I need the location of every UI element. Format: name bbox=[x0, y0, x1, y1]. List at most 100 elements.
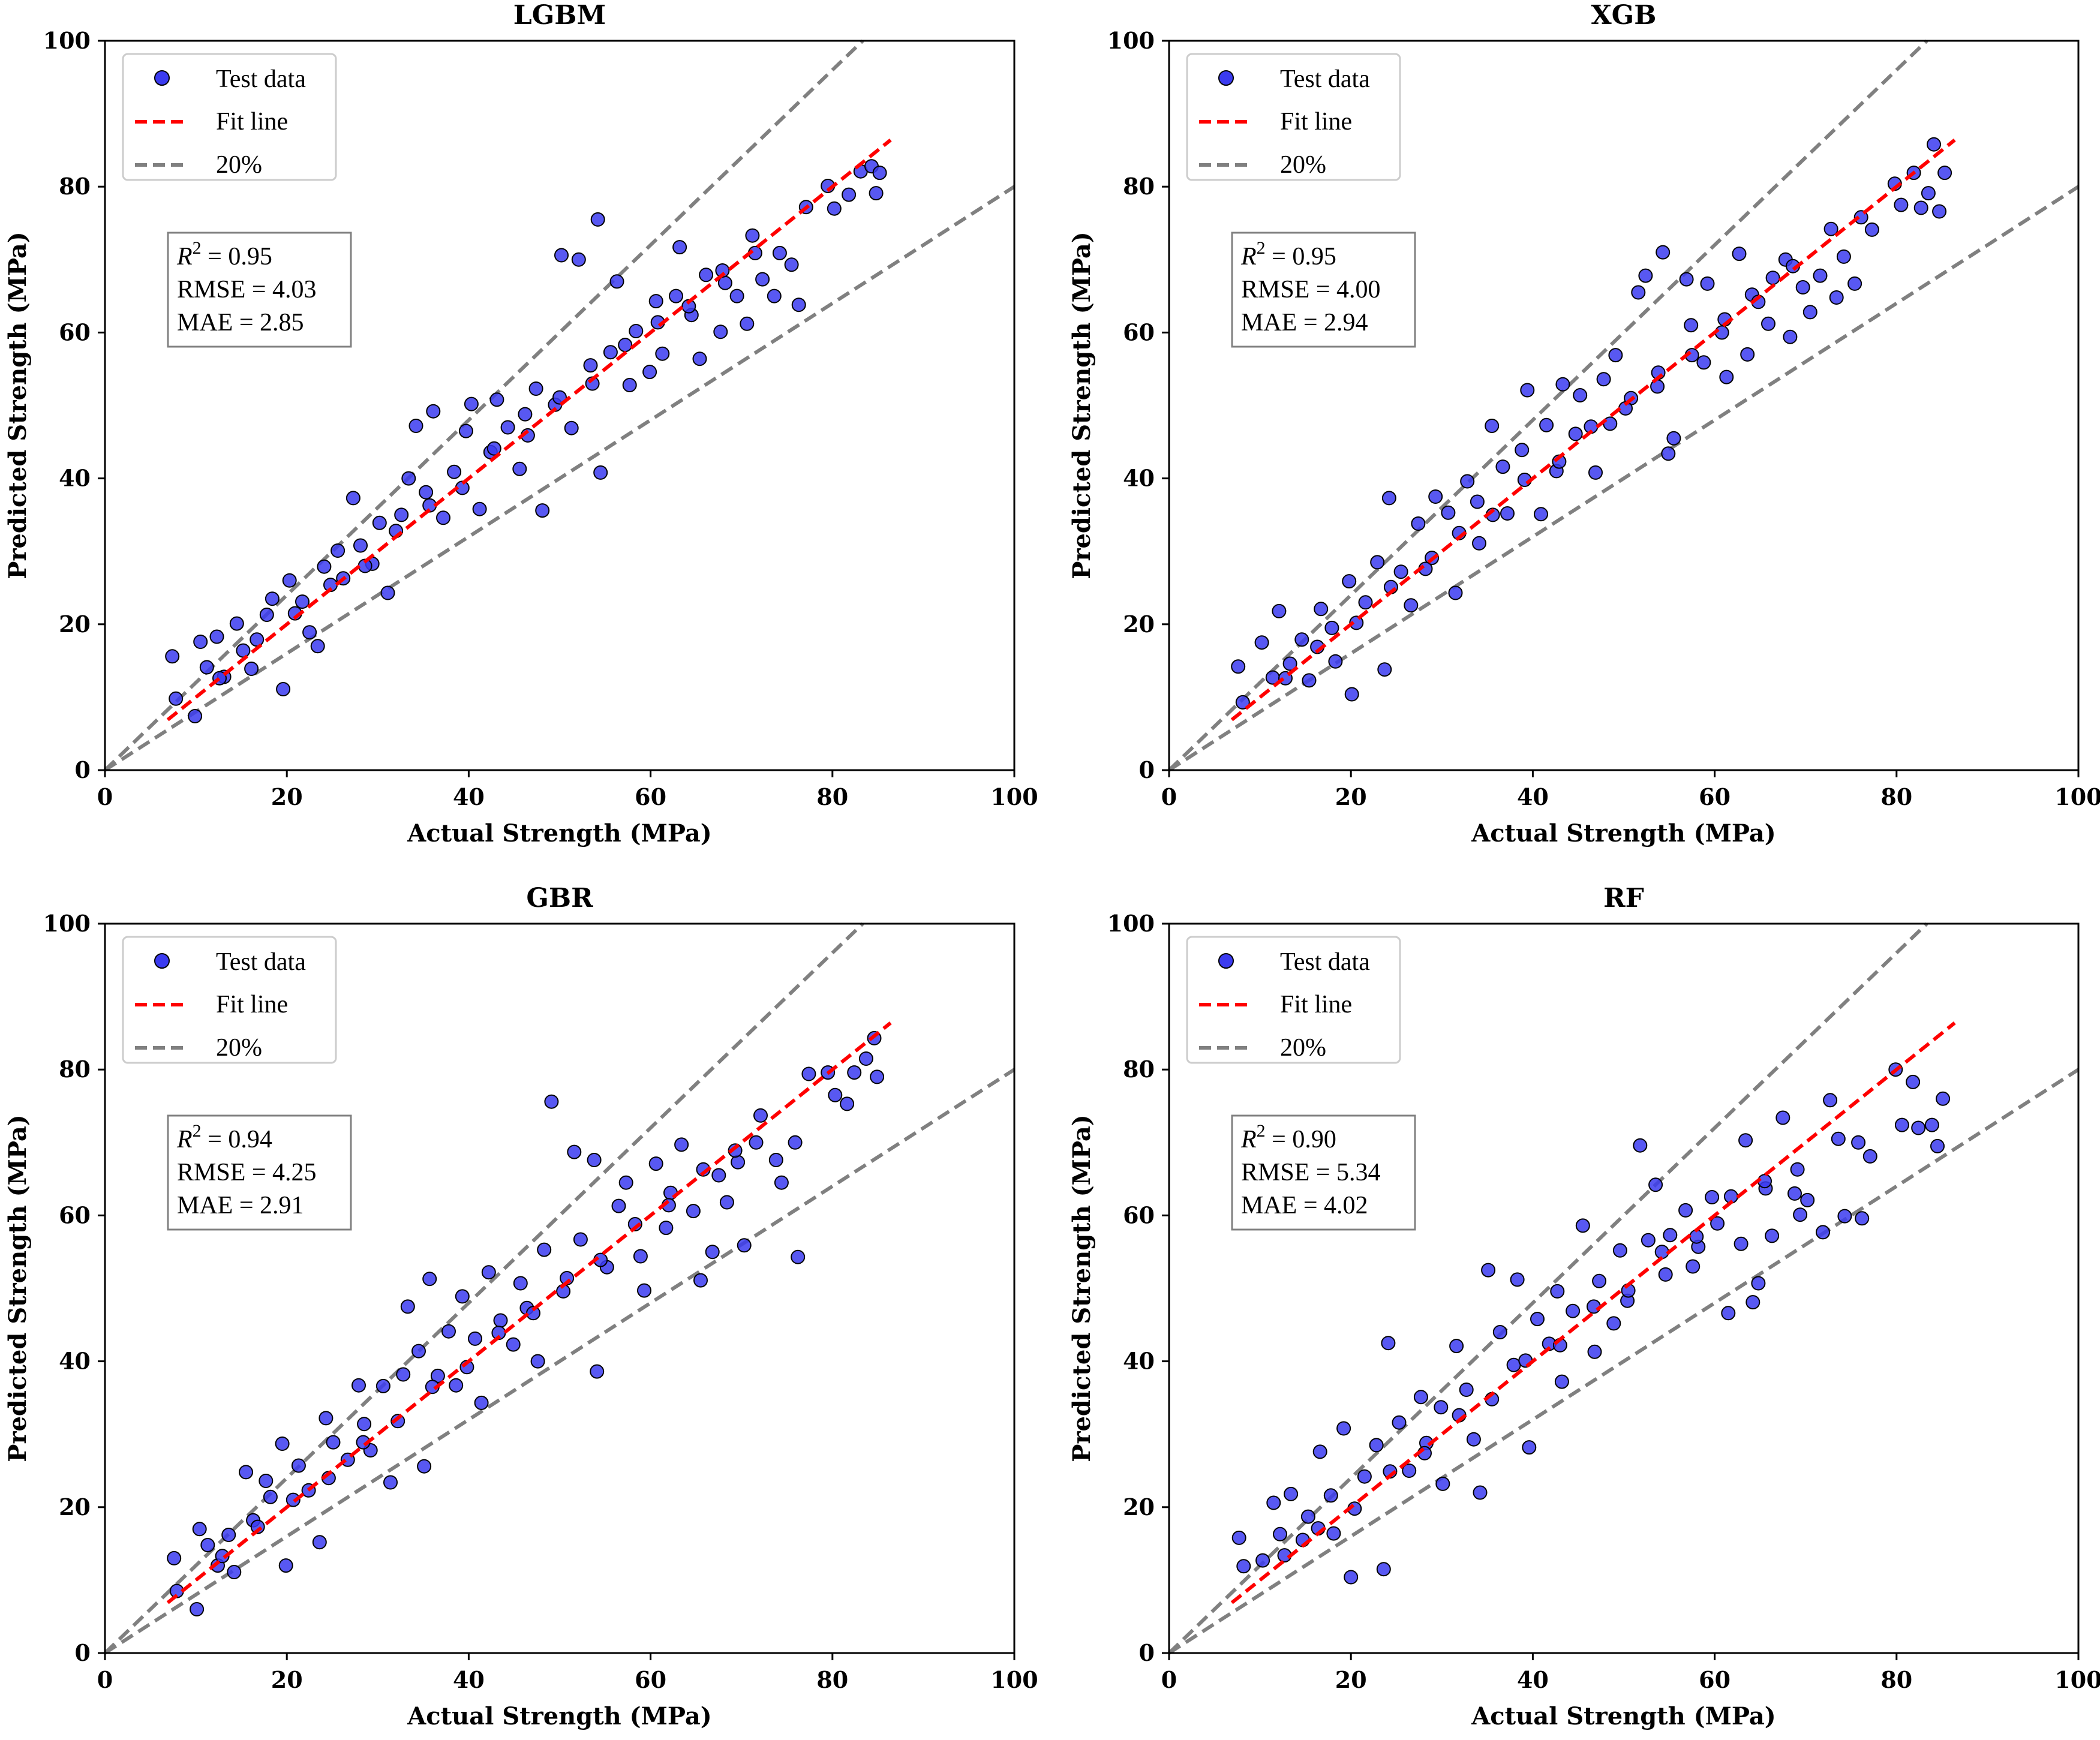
data-point bbox=[674, 1137, 689, 1152]
metric-rmse: RMSE = 5.34 bbox=[1241, 1159, 1381, 1186]
data-point bbox=[1470, 494, 1485, 509]
data-point bbox=[1434, 1400, 1449, 1415]
data-point bbox=[1472, 536, 1486, 551]
data-point bbox=[767, 289, 782, 303]
data-point bbox=[840, 1096, 855, 1111]
data-point bbox=[1823, 221, 1838, 236]
data-point bbox=[331, 543, 346, 558]
metric-mae: MAE = 4.02 bbox=[1241, 1192, 1368, 1219]
data-point bbox=[1911, 1120, 1926, 1135]
y-tick-label: 0 bbox=[75, 756, 91, 783]
fit-line bbox=[1230, 139, 1956, 722]
data-point bbox=[1864, 222, 1879, 237]
data-point bbox=[587, 1153, 602, 1167]
metric-r2: R2 = 0.95 bbox=[176, 238, 272, 271]
data-point bbox=[1802, 305, 1817, 320]
data-point bbox=[1588, 465, 1603, 480]
x-tick-label: 80 bbox=[1880, 783, 1912, 810]
data-point bbox=[419, 485, 434, 500]
data-point bbox=[633, 1249, 648, 1264]
data-point bbox=[1534, 507, 1548, 522]
y-tick-label: 0 bbox=[1139, 1639, 1155, 1666]
data-point bbox=[396, 1367, 411, 1382]
fit-line bbox=[1230, 1021, 1956, 1604]
data-point bbox=[310, 639, 325, 654]
data-point bbox=[593, 465, 608, 480]
reference-lines bbox=[103, 922, 1016, 1655]
y-tick-label: 20 bbox=[1123, 611, 1155, 638]
metrics-box: R2 = 0.90 RMSE = 5.34 MAE = 4.02 bbox=[1231, 1114, 1416, 1231]
data-point bbox=[1746, 1295, 1760, 1310]
metric-rmse: RMSE = 4.00 bbox=[1241, 276, 1381, 303]
y-tick-label: 60 bbox=[59, 318, 91, 345]
band-line-lower bbox=[1168, 1068, 2080, 1655]
data-point bbox=[458, 423, 473, 438]
legend-label-fit-line: Fit line bbox=[1280, 991, 1352, 1018]
metrics-box: R2 = 0.95 RMSE = 4.03 MAE = 2.85 bbox=[167, 232, 352, 348]
data-point bbox=[622, 378, 637, 392]
data-point bbox=[1566, 1303, 1581, 1318]
legend-box bbox=[122, 53, 337, 181]
metric-r2: R2 = 0.95 bbox=[1240, 238, 1336, 271]
data-point bbox=[165, 649, 180, 664]
data-point bbox=[1324, 620, 1339, 635]
data-point bbox=[1344, 687, 1359, 702]
data-point bbox=[571, 252, 586, 267]
data-point bbox=[590, 212, 605, 227]
x-axis-label: Actual Strength (MPa) bbox=[1471, 1702, 1775, 1730]
data-point bbox=[1851, 1135, 1866, 1150]
data-point bbox=[518, 407, 533, 422]
y-axis-label: Predicted Strength (MPa) bbox=[4, 1114, 32, 1462]
x-tick-label: 0 bbox=[1161, 1666, 1177, 1693]
data-point bbox=[312, 1535, 327, 1550]
data-point bbox=[1300, 1509, 1315, 1524]
x-axis-label: Actual Strength (MPa) bbox=[407, 1702, 711, 1730]
y-tick-label: 20 bbox=[59, 1493, 91, 1520]
data-point bbox=[302, 625, 317, 640]
data-point bbox=[464, 396, 479, 411]
data-point bbox=[1377, 662, 1392, 677]
chart-panel-lgbm: LGBM 0 20 40 60 80 100 0 20 40 60 80 100 Actual Str… bbox=[4, 0, 1038, 848]
data-point bbox=[699, 268, 714, 283]
data-point bbox=[326, 1435, 341, 1450]
metrics-frame bbox=[167, 232, 352, 348]
x-tick-label: 100 bbox=[990, 783, 1038, 810]
data-point bbox=[1795, 280, 1810, 294]
data-point bbox=[1862, 1149, 1877, 1164]
data-point bbox=[1663, 1228, 1678, 1243]
data-point bbox=[1765, 1228, 1780, 1243]
data-point bbox=[774, 1175, 789, 1190]
data-point bbox=[1686, 1259, 1701, 1274]
metric-mae: MAE = 2.91 bbox=[177, 1192, 304, 1219]
data-point bbox=[1787, 1186, 1802, 1201]
legend-marker-test-data bbox=[154, 953, 170, 969]
y-axis-label: Predicted Strength (MPa) bbox=[1068, 1114, 1096, 1462]
y-axis-label: Predicted Strength (MPa) bbox=[4, 232, 32, 579]
data-point bbox=[1906, 1074, 1921, 1089]
data-point bbox=[1592, 1273, 1607, 1288]
data-point bbox=[1927, 137, 1941, 152]
data-point bbox=[1326, 1526, 1341, 1541]
x-tick-label: 100 bbox=[2054, 783, 2100, 810]
x-tick-label: 20 bbox=[1335, 1666, 1367, 1693]
data-point bbox=[1500, 506, 1515, 521]
data-point bbox=[227, 1565, 242, 1579]
metrics-frame bbox=[1231, 1114, 1416, 1231]
data-point bbox=[1587, 1344, 1602, 1359]
y-tick-label: 60 bbox=[59, 1201, 91, 1228]
data-point bbox=[319, 1411, 334, 1426]
data-point bbox=[215, 1549, 230, 1564]
data-point bbox=[772, 245, 787, 260]
data-point bbox=[827, 201, 842, 216]
plot-frame bbox=[104, 40, 1016, 771]
data-point bbox=[1492, 1325, 1507, 1339]
data-point bbox=[1679, 272, 1694, 287]
data-point bbox=[455, 1289, 470, 1304]
data-point bbox=[426, 404, 441, 419]
data-point bbox=[411, 1344, 426, 1359]
data-point bbox=[1612, 1243, 1627, 1258]
data-point bbox=[1684, 318, 1699, 333]
data-point bbox=[1369, 1438, 1384, 1453]
data-point bbox=[1530, 1312, 1545, 1327]
band-line-upper bbox=[103, 39, 864, 772]
